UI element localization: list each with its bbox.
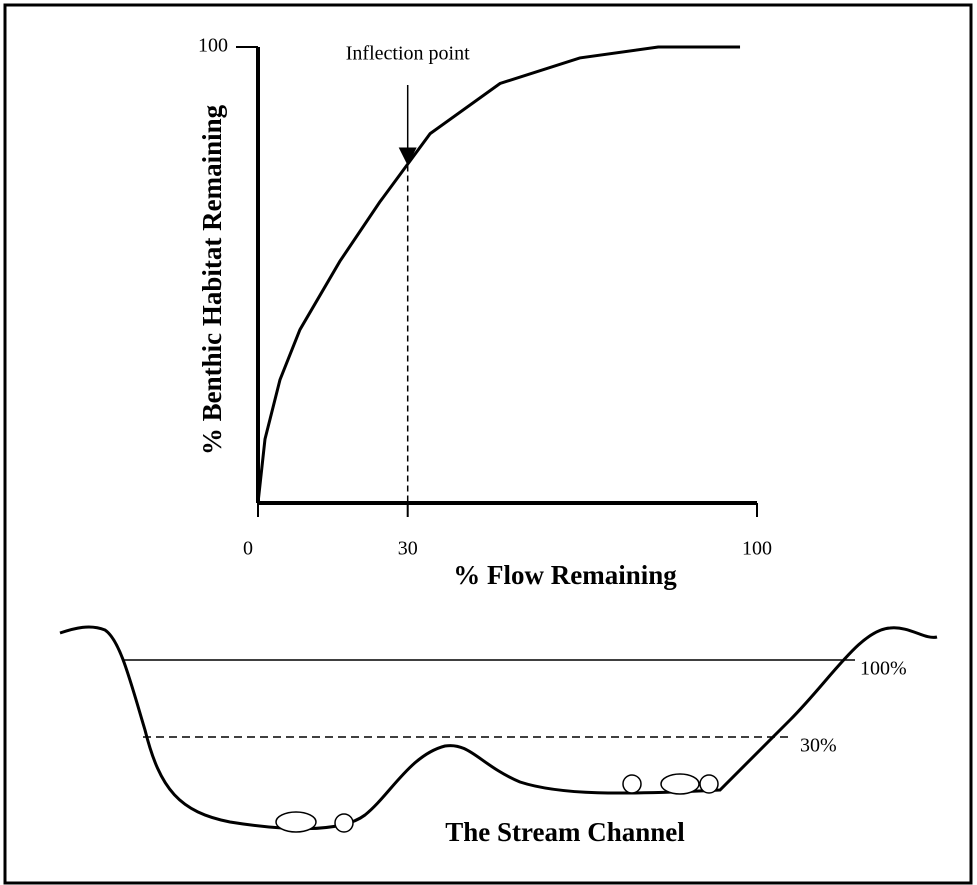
rock xyxy=(335,814,353,832)
rock xyxy=(623,775,641,793)
x-tick-label: 0 xyxy=(243,538,253,560)
level-label: 100% xyxy=(860,658,907,680)
rock xyxy=(661,774,699,794)
x-tick-label: 100 xyxy=(742,538,772,560)
curve xyxy=(258,47,740,503)
annotation-label: Inflection point xyxy=(346,43,470,65)
x-axis-title: % Flow Remaining xyxy=(453,560,677,590)
rock xyxy=(276,812,316,832)
figure: % Flow Remaining % Benthic Habitat Remai… xyxy=(0,0,977,885)
level-label: 30% xyxy=(800,735,837,757)
y-axis-title: % Benthic Habitat Remaining xyxy=(197,104,227,455)
diagram-title: The Stream Channel xyxy=(445,817,685,847)
rock xyxy=(700,775,718,793)
stream-channel xyxy=(60,627,937,829)
y-tick-label: 100 xyxy=(198,35,228,57)
x-tick-label: 30 xyxy=(398,538,418,560)
